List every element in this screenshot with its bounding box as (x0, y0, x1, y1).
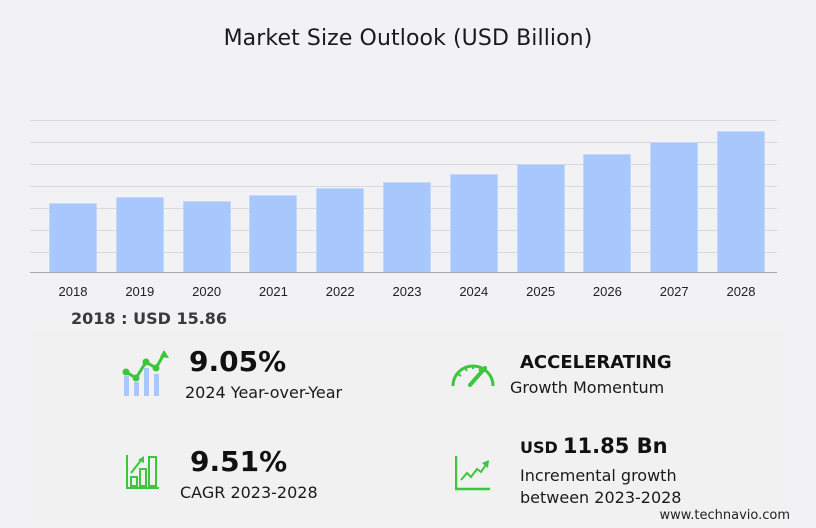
x-tick-label: 2018 (58, 284, 88, 299)
momentum-value: ACCELERATING (520, 352, 672, 373)
growth-chart-icon (122, 350, 169, 396)
yoy-label-wrap: 2024 Year-over-Year (185, 383, 342, 402)
bar-2024 (449, 174, 498, 272)
x-tick-label: 2025 (526, 284, 556, 299)
incremental-value: 11.85 Bn (562, 434, 668, 458)
source-url: www.technavio.com (659, 508, 790, 523)
bar-chart-plot (30, 120, 777, 273)
bar-2018 (49, 203, 97, 272)
bar-2023 (383, 182, 431, 272)
x-tick-label: 2024 (459, 284, 489, 299)
cagr-label-wrap: CAGR 2023-2028 (180, 483, 318, 502)
x-tick-label: 2022 (325, 284, 355, 299)
bar-2021 (249, 195, 298, 272)
cagr-value: 9.51% (190, 445, 288, 478)
gridline (30, 120, 777, 121)
incremental-stat: USD 11.85 Bn (520, 434, 668, 458)
incremental-label-line1: Incremental growth (520, 466, 677, 485)
gridline (30, 164, 777, 165)
incremental-label-wrap: Incremental growth between 2023-2028 (520, 465, 681, 509)
bar-2026 (583, 154, 632, 272)
x-tick-label: 2026 (592, 284, 622, 299)
speedometer-icon (451, 364, 495, 387)
x-tick-label: 2023 (392, 284, 422, 299)
incremental-prefix: USD (520, 438, 558, 457)
bar-2019 (115, 197, 164, 272)
bar-2020 (182, 201, 231, 272)
momentum-stat: ACCELERATING (520, 352, 672, 373)
x-axis-baseline (30, 272, 777, 273)
x-tick-label: 2028 (726, 284, 756, 299)
yoy-stat: 9.05% (189, 345, 286, 378)
cagr-stat: 9.51% (190, 445, 287, 478)
momentum-label: Growth Momentum (510, 378, 665, 397)
incremental-label-line2: between 2023-2028 (520, 488, 682, 507)
x-tick-label: 2019 (125, 284, 155, 299)
bar-2028 (717, 130, 765, 272)
bar-2022 (316, 188, 365, 272)
yoy-value: 9.05% (189, 345, 287, 378)
bar-2027 (650, 141, 699, 272)
yoy-label: 2024 Year-over-Year (185, 383, 343, 402)
bar-2025 (516, 164, 565, 272)
x-tick-label: 2020 (192, 284, 222, 299)
chart-title: Market Size Outlook (USD Billion) (223, 26, 593, 51)
trend-line-icon (455, 456, 490, 491)
momentum-label-wrap: Growth Momentum (510, 378, 664, 397)
x-tick-label: 2027 (659, 284, 689, 299)
gridline (30, 142, 777, 143)
base-year-label: 2018 : USD 15.86 (71, 309, 228, 328)
bar-growth-icon (126, 455, 159, 489)
x-tick-label: 2021 (258, 284, 288, 299)
cagr-label: CAGR 2023-2028 (180, 483, 318, 502)
